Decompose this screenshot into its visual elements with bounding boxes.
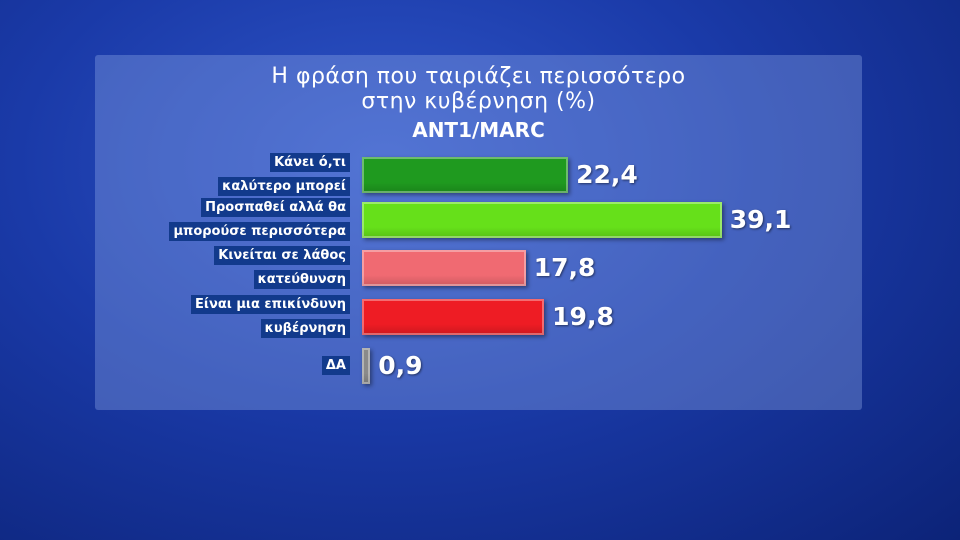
value-label: 19,8 [552,302,614,331]
bar [362,299,545,335]
value-label: 39,1 [729,205,792,234]
category-text: Προσπαθεί αλλά θα μπορούσε περισσότερα [169,198,350,241]
chart-title: Η φράση που ταιριάζει περισσότερο στην κ… [271,64,686,114]
category-label: Είναι μια επικίνδυνη κυβέρνηση [110,293,350,341]
chart-subtitle: ANT1/MARC [412,118,545,142]
value-label: 22,4 [576,160,638,189]
value-label: 17,8 [533,253,596,282]
category-label: Κινείται σε λάθος κατεύθυνση [110,244,350,292]
category-text: ΔΑ [321,356,350,375]
category-text: Κινείται σε λάθος κατεύθυνση [214,246,350,289]
bar [362,157,569,193]
bar [362,202,722,238]
category-text: Κάνει ό,τι καλύτερο μπορεί [218,153,350,196]
value-label: 0,9 [378,351,423,380]
category-text: Είναι μια επικίνδυνη κυβέρνηση [191,295,350,338]
category-label: Κάνει ό,τι καλύτερο μπορεί [110,151,350,199]
category-label: Προσπαθεί αλλά θα μπορούσε περισσότερα [110,196,350,244]
category-label: ΔΑ [110,354,350,378]
bar [362,250,526,286]
bar [362,348,371,384]
